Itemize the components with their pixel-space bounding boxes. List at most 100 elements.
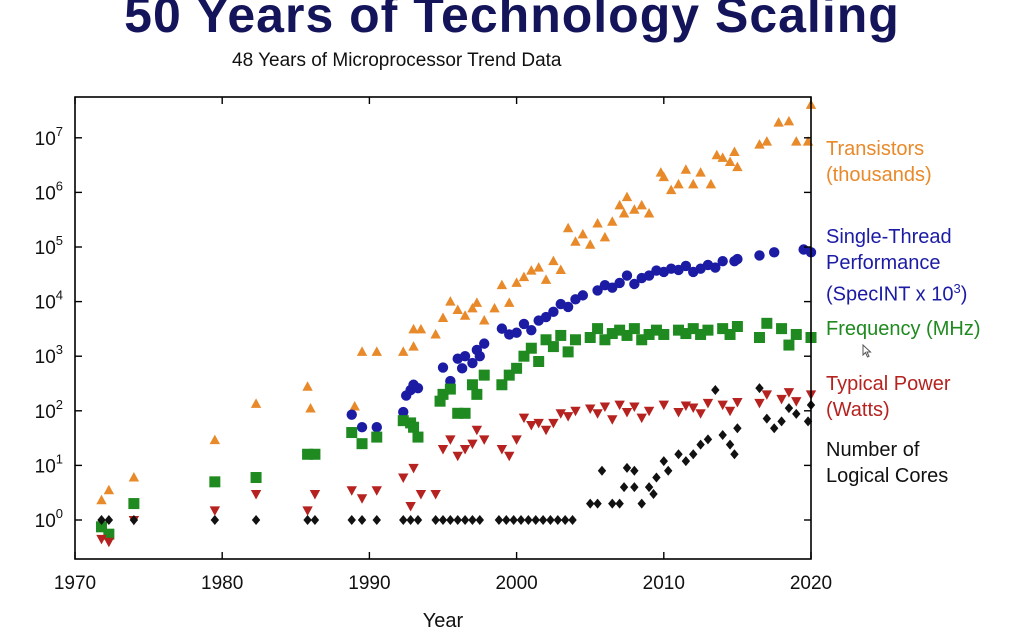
data-point	[562, 412, 574, 422]
data-point	[309, 448, 321, 460]
data-point	[621, 191, 633, 202]
data-point	[346, 427, 358, 439]
data-point	[652, 472, 661, 483]
data-point	[446, 515, 455, 525]
data-point	[644, 482, 654, 493]
data-point	[548, 255, 559, 266]
data-point	[636, 413, 647, 424]
data-point	[710, 262, 721, 273]
data-point	[398, 406, 409, 418]
data-point	[628, 323, 640, 335]
data-point	[346, 409, 357, 420]
data-point	[405, 502, 416, 512]
data-point	[702, 398, 714, 409]
data-point	[467, 302, 478, 313]
data-point	[629, 402, 640, 412]
data-point	[356, 494, 368, 504]
data-point	[511, 327, 522, 338]
data-point	[696, 439, 705, 450]
data-point	[688, 178, 699, 189]
chart-title: 48 Years of Microprocessor Trend Data	[232, 50, 562, 71]
data-point	[209, 476, 221, 488]
data-point	[509, 515, 518, 525]
data-point	[356, 422, 368, 433]
data-point	[731, 320, 743, 332]
data-point	[408, 463, 419, 474]
data-point	[769, 247, 780, 258]
data-point	[695, 328, 707, 340]
data-point	[302, 506, 313, 516]
data-point	[479, 338, 490, 349]
data-point	[607, 415, 618, 425]
plot-frame	[74, 96, 812, 560]
data-point	[103, 537, 115, 548]
data-point	[733, 423, 742, 434]
data-point	[773, 117, 784, 127]
data-point	[732, 161, 743, 172]
data-point	[614, 277, 625, 289]
data-point	[614, 400, 625, 411]
data-point	[489, 302, 500, 313]
data-point	[96, 534, 107, 545]
data-point	[717, 400, 728, 411]
data-point	[689, 449, 698, 460]
data-point	[526, 420, 537, 431]
data-point	[724, 156, 736, 167]
x-tick-label: 1990	[348, 573, 390, 594]
data-point	[730, 449, 739, 460]
data-point	[305, 403, 316, 413]
data-point	[548, 418, 559, 429]
y-tick-label: 106	[35, 178, 63, 204]
data-point	[548, 306, 559, 318]
data-point	[494, 515, 504, 525]
data-point	[599, 231, 611, 242]
data-point	[104, 515, 114, 525]
data-point	[649, 488, 658, 499]
data-point	[619, 482, 629, 493]
data-point	[471, 388, 483, 400]
data-point	[680, 164, 692, 174]
legend-text: Single-Thread	[826, 226, 952, 248]
data-point	[577, 290, 589, 301]
data-point	[729, 146, 740, 156]
data-point	[496, 444, 508, 455]
chart-marks	[95, 99, 817, 548]
legend-entry-3: Typical Power (Watts)	[826, 371, 951, 423]
data-point	[673, 408, 684, 418]
data-point	[459, 351, 471, 362]
y-tick-label: 100	[35, 506, 63, 532]
data-point	[621, 408, 633, 418]
data-point	[128, 472, 140, 482]
data-point	[695, 167, 706, 177]
x-axis-label: Year	[423, 610, 464, 632]
data-point	[459, 444, 471, 455]
data-point	[511, 362, 523, 374]
y-tick-label: 107	[35, 124, 63, 150]
data-point	[437, 312, 449, 323]
data-point	[103, 528, 115, 540]
data-point	[659, 456, 668, 467]
data-point	[503, 369, 515, 381]
y-tick-label: 103	[35, 342, 63, 368]
data-point	[665, 184, 677, 195]
data-point	[371, 346, 382, 356]
data-point	[643, 208, 655, 218]
data-point	[430, 328, 441, 339]
data-point	[586, 498, 595, 509]
data-point	[629, 204, 640, 214]
data-point	[592, 217, 603, 228]
data-point	[471, 297, 483, 307]
data-point	[434, 395, 446, 407]
data-point	[531, 515, 540, 525]
data-point	[415, 489, 427, 500]
data-point	[717, 323, 729, 335]
data-point	[608, 498, 617, 509]
data-point	[538, 515, 548, 525]
data-point	[533, 262, 544, 272]
data-point	[717, 152, 728, 162]
data-point	[302, 381, 313, 391]
data-point	[755, 383, 764, 394]
data-point	[97, 515, 106, 525]
data-point	[650, 324, 662, 336]
